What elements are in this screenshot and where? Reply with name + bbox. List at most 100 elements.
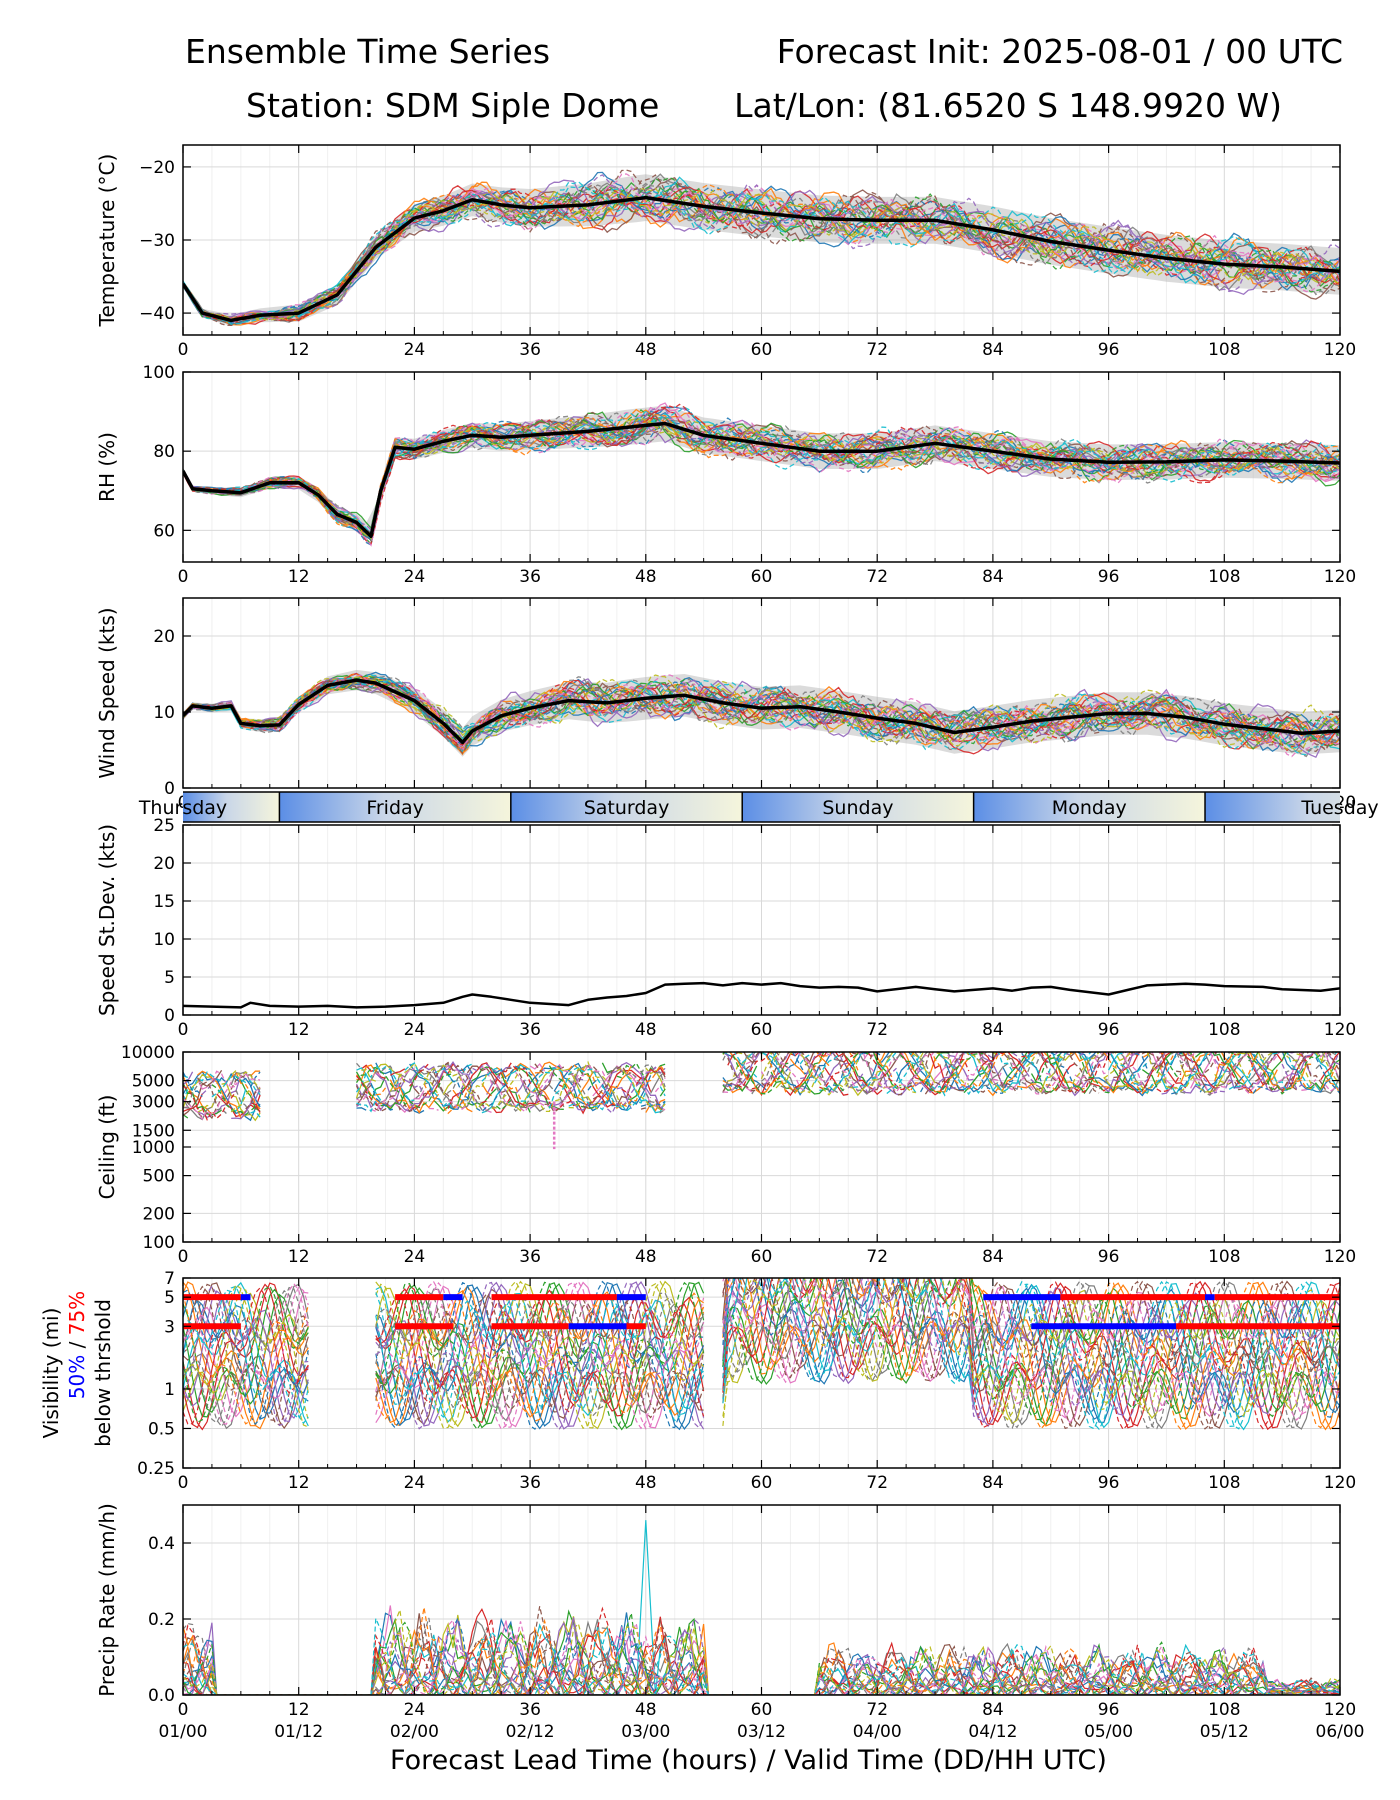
- windspeed-member-29: [183, 674, 1340, 752]
- ceiling-ytick-label: 1000: [132, 1138, 175, 1158]
- precip-ytick-label: 0.4: [148, 1534, 175, 1554]
- forecast-init-label: Forecast Init: 2025-08-01 / 00 UTC: [776, 32, 1343, 71]
- visibility-label-sep: /: [65, 1335, 89, 1354]
- temperature-ytick-label: −40: [139, 304, 175, 324]
- speed_stdev-ytick-label: 5: [164, 968, 175, 988]
- ceiling-xtick-label: 24: [404, 1247, 426, 1267]
- temperature-spread-band: [183, 174, 1340, 326]
- temperature-xtick-label: 60: [751, 340, 773, 360]
- precip-xtick-label: 48: [635, 1700, 657, 1720]
- rh-ytick-label: 60: [153, 521, 175, 541]
- precip-member-26: [183, 1618, 1340, 1695]
- precip-member-29: [183, 1609, 1340, 1695]
- temperature-xtick-label: 48: [635, 340, 657, 360]
- speed_stdev-ytick-label: 20: [153, 854, 175, 874]
- temperature-member-19: [183, 187, 1340, 321]
- visibility-label-50: 50%: [65, 1355, 89, 1399]
- valid-time-label: 06/00: [1316, 1722, 1365, 1742]
- temperature-member-30: [183, 180, 1340, 325]
- visibility-xtick-label: 60: [751, 1473, 773, 1493]
- rh-xtick-label: 72: [866, 567, 888, 587]
- ceiling-xtick-label: 72: [866, 1247, 888, 1267]
- windspeed-ylabel: Wind Speed (kts): [95, 607, 119, 778]
- ceiling-member-20: [183, 1052, 1339, 1118]
- windspeed-ytick-label: 0: [164, 779, 175, 799]
- temperature-member-27: [183, 185, 1340, 320]
- ceiling-member-27: [183, 1052, 1340, 1121]
- valid-time-label: 04/12: [968, 1722, 1017, 1742]
- temperature-xtick-label: 96: [1098, 340, 1120, 360]
- speed_stdev-ytick-label: 0: [164, 1006, 175, 1026]
- visibility-xtick-label: 12: [288, 1473, 310, 1493]
- visibility-ytick-label: 0.25: [137, 1459, 175, 1479]
- valid-time-label: 01/00: [159, 1722, 208, 1742]
- ceiling-member-22: [230, 1052, 1340, 1115]
- speed_stdev-xtick-label: 24: [404, 1020, 426, 1040]
- visibility-xtick-label: 36: [519, 1473, 541, 1493]
- station-label: Station: SDM Siple Dome: [246, 86, 660, 125]
- rh-ytick-label: 100: [143, 363, 175, 383]
- temperature-xtick-label: 120: [1324, 340, 1356, 360]
- speed_stdev-xtick-label: 120: [1324, 1020, 1356, 1040]
- visibility-label-75: 75%: [65, 1291, 89, 1335]
- precip-xtick-label: 108: [1208, 1700, 1240, 1720]
- day-of-week-bar: Thursday Friday Saturday Sunday Monday Tuesda…: [138, 791, 1379, 823]
- rh-ensemble-mean: [183, 421, 1340, 539]
- day-label-sunday: Sunday: [822, 797, 893, 819]
- visibility-xtick-label: 48: [635, 1473, 657, 1493]
- day-label-thursday: Thursday: [138, 797, 227, 819]
- ceiling-ytick-label: 10000: [121, 1043, 175, 1063]
- ceiling-ytick-label: 500: [143, 1167, 175, 1187]
- rh-member-30: [183, 416, 1340, 535]
- precip-member-2: [183, 1623, 1340, 1695]
- visibility-member-15: [183, 1278, 1340, 1430]
- precip-panel: 0.0 0.2 0.4 0 12 24 36 48 60 72 84 96 108 120 Precip R…: [95, 1503, 1365, 1742]
- ceiling-member-18: [216, 1052, 1340, 1114]
- valid-time-label: 05/12: [1200, 1722, 1249, 1742]
- ceiling-member-10: [183, 1052, 1340, 1114]
- windspeed-member-24: [183, 679, 1340, 752]
- temperature-xtick-label: 12: [288, 340, 310, 360]
- temperature-ytick-label: −30: [139, 231, 175, 251]
- latlon-label: Lat/Lon: (81.6520 S 148.9920 W): [734, 86, 1282, 125]
- speed_stdev-xtick-label: 84: [982, 1020, 1004, 1040]
- precip-member-14: [183, 1608, 1340, 1695]
- day-cell-tuesday: [1205, 792, 1340, 822]
- temperature-xtick-label: 108: [1208, 340, 1240, 360]
- ceiling-xtick-label: 120: [1324, 1247, 1356, 1267]
- ceiling-xtick-label: 48: [635, 1247, 657, 1267]
- precip-member-28: [183, 1617, 1340, 1695]
- precip-xtick-label: 0: [178, 1700, 189, 1720]
- ceiling-xtick-label: 0: [178, 1247, 189, 1267]
- rh-xtick-label: 60: [751, 567, 773, 587]
- visibility-ytick-label: 7: [164, 1269, 175, 1289]
- ceiling-plot: [183, 1052, 1340, 1150]
- precip-xtick-label: 12: [288, 1700, 310, 1720]
- valid-time-label: 02/00: [390, 1722, 439, 1742]
- temperature-xtick-label: 36: [519, 340, 541, 360]
- rh-xtick-label: 84: [982, 567, 1004, 587]
- temperature-member-26: [183, 174, 1340, 327]
- day-label-friday: Friday: [366, 797, 424, 819]
- speed_stdev-ylabel: Speed St.Dev. (kts): [95, 824, 119, 1016]
- rh-plot: [183, 402, 1340, 547]
- rh-xtick-label: 36: [519, 567, 541, 587]
- speed_stdev-ensemble-mean: [183, 981, 1340, 1009]
- ceiling-ytick-label: 1500: [132, 1121, 175, 1141]
- ceiling-xtick-label: 36: [519, 1247, 541, 1267]
- speed_stdev-ytick-label: 15: [153, 892, 175, 912]
- visibility-member-26: [183, 1278, 1340, 1430]
- speed_stdev-xtick-label: 72: [866, 1020, 888, 1040]
- ceiling-xtick-label: 60: [751, 1247, 773, 1267]
- visibility-ylabel: Visibility (mi): [39, 1308, 63, 1439]
- day-label-saturday: Saturday: [584, 797, 670, 819]
- windspeed-member-21: [183, 680, 1340, 747]
- precip-ytick-label: 0.0: [148, 1686, 175, 1706]
- rh-xtick-label: 0: [178, 567, 189, 587]
- visibility-ytick-label: 0.5: [148, 1419, 175, 1439]
- windspeed-ensemble-mean: [183, 678, 1340, 745]
- speed_stdev-xtick-label: 96: [1098, 1020, 1120, 1040]
- precip-xtick-label: 120: [1324, 1700, 1356, 1720]
